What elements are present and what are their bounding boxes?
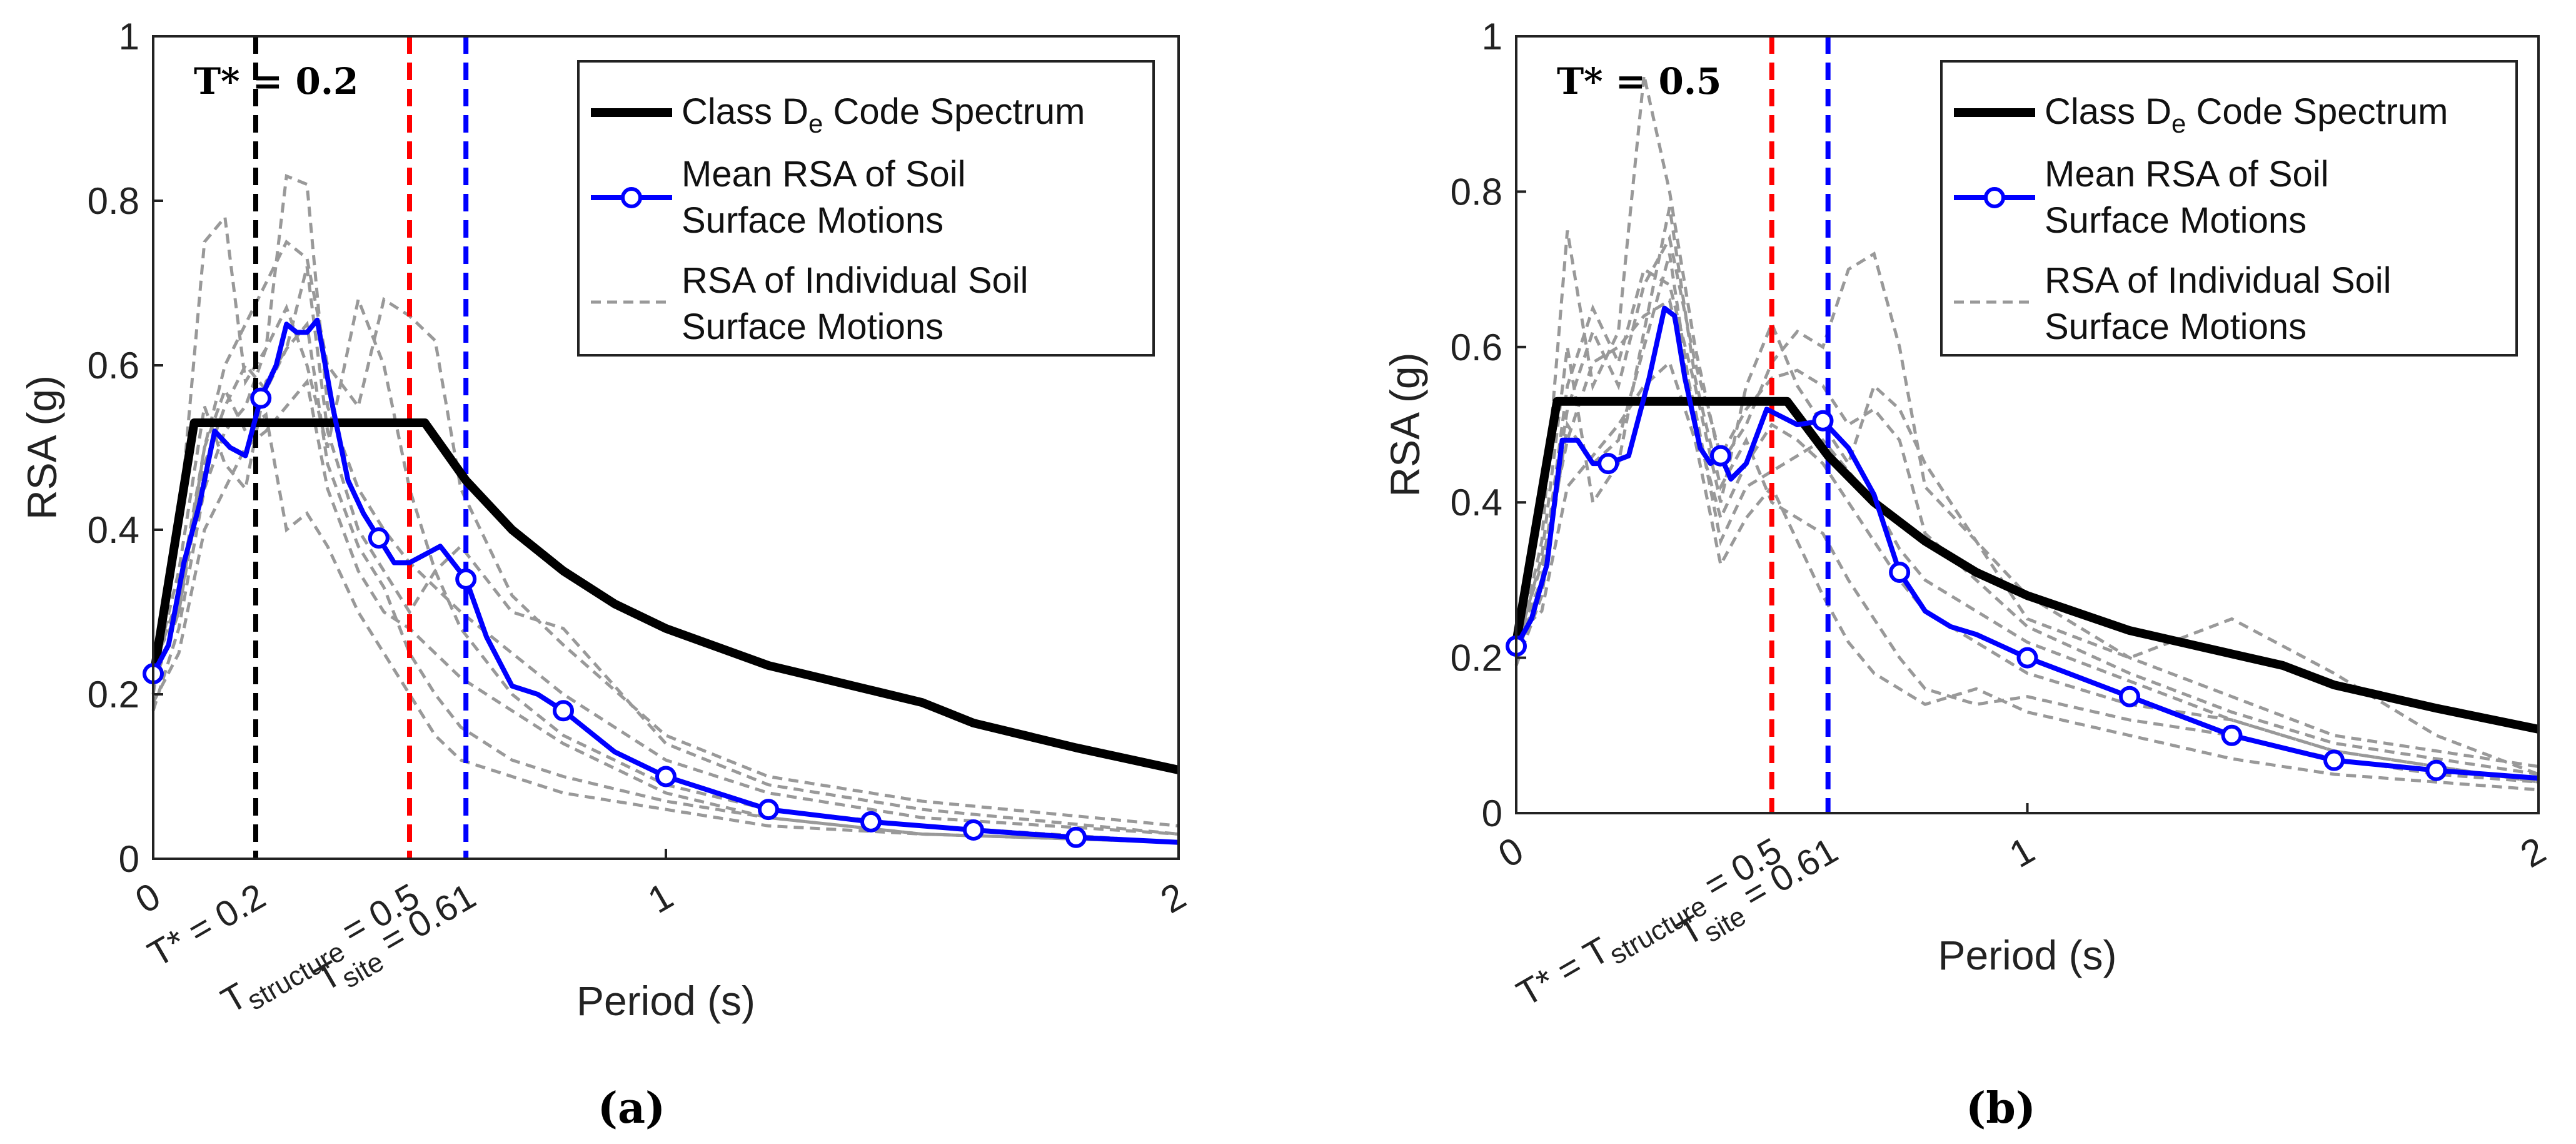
chart-b-code-spectrum-line — [1512, 397, 2540, 734]
chart-b-mean-marker-5 — [1889, 561, 1911, 583]
chart-a-legend-mean-marker — [621, 187, 642, 208]
chart-a-legend-mean-label: Mean RSA of Soil Surface Motions — [682, 154, 966, 241]
chart-b-legend-mean-label: Mean RSA of Soil Surface Motions — [2045, 154, 2329, 241]
chart-a-x-axis-label: Period (s) — [576, 978, 755, 1024]
chart-a-code-spectrum-line — [149, 418, 1180, 774]
chart-b-mean-marker-3 — [1710, 445, 1731, 467]
chart-b-ytick-label-2: 0.2 — [1451, 637, 1502, 679]
chart-b-individual-motion-line-1 — [1514, 74, 2539, 768]
chart-a-individual-motion-line-5 — [151, 378, 1179, 844]
chart-a-xtick-label-2: 1 — [641, 874, 680, 921]
panel-b: 00.20.40.60.810 1 2T* = Tstructure = 0.5Ts… — [1382, 16, 2553, 1133]
chart-a-individual-motion-line-1 — [151, 173, 1179, 836]
chart-b-legend-individual-label: RSA of Individual Soil Surface Motions — [2045, 260, 2392, 347]
chart-a-individual-motion-line-4 — [151, 266, 1179, 836]
chart-b-individual-motion-line-3 — [1514, 253, 2539, 784]
chart-a-individual-motion-line-7 — [151, 386, 1179, 844]
chart-a-legend-individual-label: RSA of Individual Soil Surface Motions — [682, 260, 1029, 347]
chart-a-mean-marker-3 — [368, 527, 390, 549]
chart-a-ytick-label-4: 0.6 — [88, 345, 139, 387]
chart-b-individual-motion-line-7 — [1514, 298, 2539, 784]
chart-b-x-axis-label: Period (s) — [1938, 932, 2116, 978]
chart-a-caption: (a) — [598, 1083, 665, 1133]
chart-a-period-annotation-1: T* = 0.2 — [141, 876, 273, 975]
chart-b-caption: (b) — [1966, 1083, 2036, 1133]
chart-b-individual-motion-line-2 — [1514, 266, 2539, 776]
chart-b-ytick-label-5: 0.8 — [1451, 171, 1502, 213]
chart-a-xtick-label-1: 0 — [128, 874, 167, 921]
chart-b-mean-marker-7 — [2119, 686, 2140, 707]
chart-a-y-axis-label: RSA (g) — [19, 375, 65, 520]
chart-a-ytick-label-2: 0.2 — [88, 674, 139, 716]
chart-a-mean-marker-6 — [655, 766, 677, 787]
chart-b-individual-motion-line-6 — [1514, 233, 2539, 776]
chart-b-individual-motion-line-5 — [1515, 360, 2539, 792]
chart-a-xtick-label-3: 2 — [1154, 874, 1192, 921]
chart-b-legend-code-label: Class De Code Spectrum — [2045, 91, 2448, 138]
chart-b-mean-marker-10 — [2425, 759, 2447, 781]
chart-b-ytick-label-3: 0.4 — [1451, 482, 1502, 524]
chart-a-legend-code-label: Class De Code Spectrum — [682, 91, 1085, 138]
chart-b-xtick-label-2: 1 — [2003, 829, 2041, 876]
chart-a-mean-marker-7 — [758, 799, 779, 821]
chart-b-xtick-label-1: 0 — [1491, 829, 1530, 876]
chart-b-y-axis-label: RSA (g) — [1382, 352, 1428, 497]
chart-b-mean-marker-4 — [1812, 410, 1834, 432]
chart-a-mean-marker-4 — [455, 568, 477, 590]
chart-a-tstar-text: T* = 0.2 — [194, 60, 358, 103]
chart-a-individual-motion-line-2 — [151, 239, 1179, 828]
chart-a-ytick-label-5: 0.8 — [88, 180, 139, 222]
chart-b-mean-marker-8 — [2221, 724, 2243, 746]
chart-a-ytick-label-6: 1 — [119, 16, 139, 58]
chart-a-ytick-label-1: 0 — [119, 838, 139, 880]
chart-b-mean-marker-6 — [2016, 647, 2038, 669]
chart-b-ytick-label-4: 0.6 — [1451, 326, 1502, 368]
chart-a-legend-box — [577, 60, 1155, 357]
chart-b-ytick-label-1: 0 — [1482, 792, 1502, 834]
chart-b-mean-marker-9 — [2323, 749, 2345, 771]
chart-b-legend-mean-marker — [1984, 187, 2005, 208]
chart-a-mean-marker-9 — [963, 819, 984, 841]
chart-b-xtick-label-3: 2 — [2513, 829, 2552, 876]
chart-b-mean-marker-2 — [1597, 453, 1619, 475]
chart-a-mean-marker-8 — [860, 811, 882, 833]
chart-b-tstar-text: T* = 0.5 — [1557, 60, 1721, 103]
chart-a-mean-marker-2 — [250, 387, 272, 409]
chart-b-ytick-label-6: 1 — [1482, 16, 1502, 58]
chart-a-ytick-label-3: 0.4 — [88, 509, 139, 551]
chart-b-legend-box — [1940, 60, 2518, 357]
chart-a-mean-marker-10 — [1065, 826, 1087, 848]
chart-a-mean-marker-5 — [553, 700, 574, 722]
